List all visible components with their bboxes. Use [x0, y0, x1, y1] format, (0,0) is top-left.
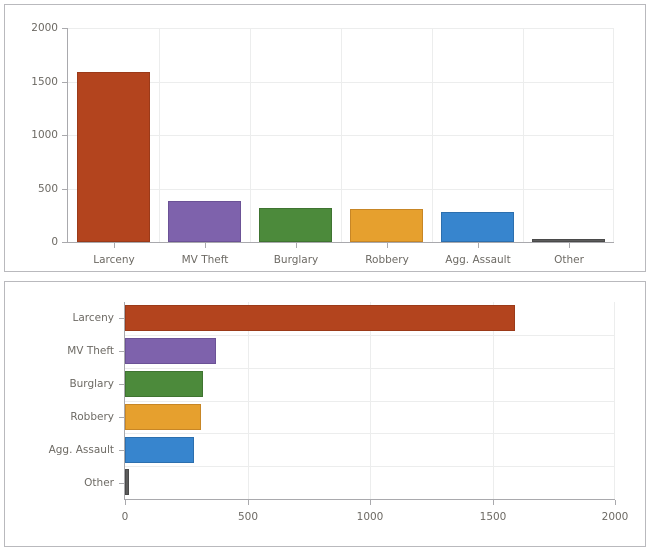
x-axis-tick	[248, 500, 249, 505]
gridline-vertical	[432, 28, 433, 242]
x-axis-category-label: Other	[554, 254, 584, 266]
y-axis-tick-label: 500	[37, 182, 58, 195]
y-axis-tick-label: 1000	[31, 128, 58, 141]
gridline-horizontal	[125, 466, 615, 467]
y-axis-category-label: Larceny	[72, 312, 114, 324]
y-axis-tick	[62, 189, 67, 190]
y-axis-tick	[62, 28, 67, 29]
x-axis-tick-label: 1000	[356, 511, 384, 523]
y-axis-tick	[62, 135, 67, 136]
y-axis-category-label: Robbery	[70, 411, 114, 423]
y-axis-tick	[119, 483, 124, 484]
vertical-bar-chart-panel: 0 500 1000 1500 2000 Larceny MV Theft Burglary R…	[4, 4, 646, 272]
gridline-vertical	[614, 302, 615, 499]
y-axis-tick	[62, 242, 67, 243]
bar-other[interactable]	[125, 469, 129, 495]
y-axis-tick	[119, 318, 124, 319]
gridline-horizontal	[125, 335, 615, 336]
gridline-vertical	[613, 28, 614, 242]
bar-mv-theft[interactable]	[125, 338, 216, 364]
y-axis-category-label: Other	[84, 477, 114, 489]
y-axis-category-label: Agg. Assault	[48, 444, 114, 456]
gridline-vertical	[493, 302, 494, 499]
y-axis-category-label: Burglary	[69, 378, 114, 390]
y-axis-tick-label: 0	[51, 235, 58, 248]
gridline-vertical	[250, 28, 251, 242]
y-axis-tick-label: 1500	[31, 75, 58, 88]
x-axis-tick	[387, 243, 388, 248]
bar-agg-assault[interactable]	[441, 212, 514, 242]
bar-robbery[interactable]	[350, 209, 423, 242]
x-axis-spine	[67, 242, 614, 243]
x-axis-tick	[569, 243, 570, 248]
x-axis-spine	[124, 499, 615, 500]
y-axis-spine	[124, 302, 125, 500]
gridline-horizontal	[125, 401, 615, 402]
x-axis-category-label: Robbery	[365, 254, 409, 266]
y-axis-category-label: MV Theft	[67, 345, 114, 357]
y-axis-tick	[119, 450, 124, 451]
gridline-horizontal	[125, 433, 615, 434]
x-axis-category-label: Agg. Assault	[445, 254, 511, 266]
horizontal-bar-chart-panel: Larceny MV Theft Burglary Robbery Agg. Assau…	[4, 281, 646, 547]
gridline-vertical	[341, 28, 342, 242]
x-axis-tick	[296, 243, 297, 248]
gridline-vertical	[248, 302, 249, 499]
y-axis-tick	[119, 351, 124, 352]
bar-other[interactable]	[532, 239, 605, 242]
bar-agg-assault[interactable]	[125, 437, 194, 463]
x-axis-category-label: Burglary	[273, 254, 319, 266]
bar-larceny[interactable]	[125, 305, 515, 331]
gridline-vertical	[523, 28, 524, 242]
x-axis-category-label: Larceny	[93, 254, 135, 266]
bar-robbery[interactable]	[125, 404, 201, 430]
x-axis-tick	[478, 243, 479, 248]
y-axis-tick	[119, 384, 124, 385]
x-axis-tick-label: 2000	[601, 511, 629, 523]
x-axis-tick-label: 0	[121, 511, 129, 523]
bar-burglary[interactable]	[259, 208, 332, 242]
gridline-horizontal	[125, 368, 615, 369]
y-axis-spine	[67, 28, 68, 243]
bar-burglary[interactable]	[125, 371, 203, 397]
gridline-vertical	[370, 302, 371, 499]
x-axis-tick-label: 500	[237, 511, 259, 523]
bar-larceny[interactable]	[77, 72, 150, 242]
x-axis-tick	[615, 500, 616, 505]
x-axis-category-label: MV Theft	[181, 254, 229, 266]
y-axis-tick	[119, 417, 124, 418]
x-axis-tick	[370, 500, 371, 505]
x-axis-tick-label: 1500	[479, 511, 507, 523]
gridline-vertical	[159, 28, 160, 242]
bar-mv-theft[interactable]	[168, 201, 241, 242]
y-axis-tick-label: 2000	[31, 21, 58, 34]
x-axis-tick	[493, 500, 494, 505]
x-axis-tick	[125, 500, 126, 505]
vertical-bar-plot-area	[68, 28, 614, 242]
x-axis-tick	[114, 243, 115, 248]
horizontal-bar-plot-area	[125, 302, 615, 499]
x-axis-tick	[205, 243, 206, 248]
y-axis-tick	[62, 82, 67, 83]
